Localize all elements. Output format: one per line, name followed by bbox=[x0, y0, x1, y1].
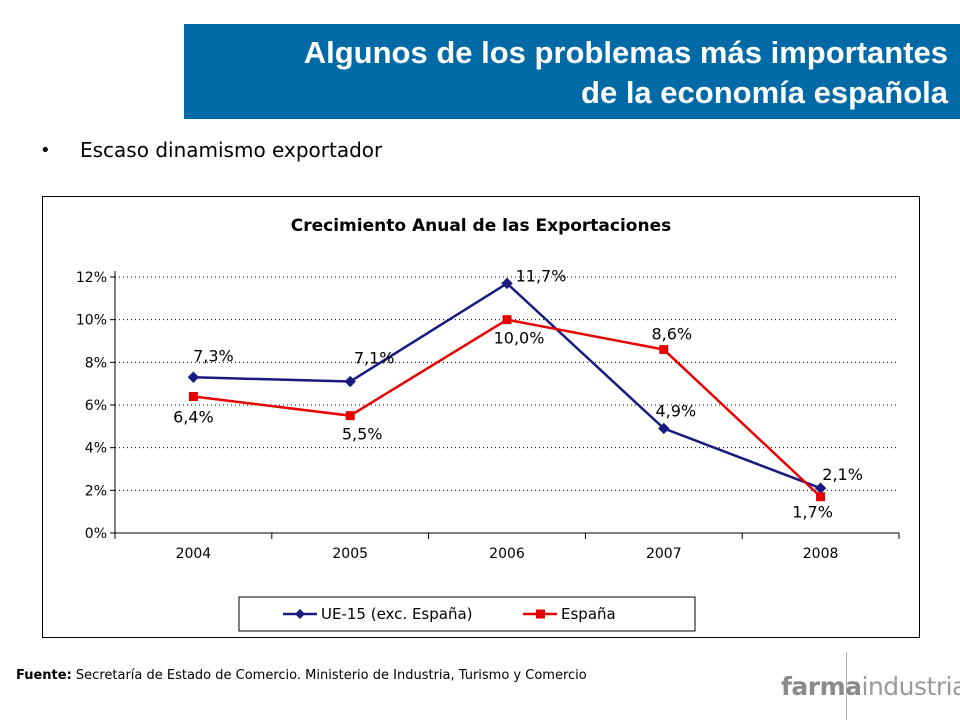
data-label: 6,4% bbox=[173, 407, 214, 426]
y-tick-label: 2% bbox=[85, 483, 107, 499]
logo-bold-text: farma bbox=[781, 672, 862, 701]
data-point-square bbox=[816, 492, 826, 502]
axes: 0% 2% 4% 6% 8% 10% 12% 2004 2005 2006 2007 2008 bbox=[76, 270, 900, 562]
chart-container: Crecimiento Anual de las Exportaciones 0… bbox=[42, 196, 920, 638]
y-tick-label: 0% bbox=[85, 526, 107, 542]
data-point-square bbox=[659, 345, 669, 355]
data-point-square bbox=[345, 411, 355, 421]
y-tick-label: 12% bbox=[76, 270, 107, 286]
page-title-line-1: Algunos de los problemas más importantes bbox=[303, 35, 948, 70]
legend-label: España bbox=[561, 605, 616, 623]
x-tick-label: 2005 bbox=[332, 546, 368, 562]
farmaindustria-logo: farmaindustria bbox=[781, 672, 960, 701]
y-tick-label: 8% bbox=[85, 355, 107, 371]
page-title-line-2: de la economía española bbox=[581, 75, 948, 110]
data-label: 10,0% bbox=[494, 329, 545, 348]
logo-rest-text: industria bbox=[861, 672, 960, 701]
series-layer: 7,3% 7,1% 11,7% 4,9% 2,1% 6,4% 5,5% 10,0% 8,6% 1,… bbox=[173, 266, 863, 521]
x-tick-label: 2007 bbox=[646, 546, 682, 562]
data-point-diamond bbox=[187, 371, 200, 383]
data-point-diamond bbox=[814, 482, 827, 494]
y-tick-label: 6% bbox=[85, 398, 107, 414]
data-label: 1,7% bbox=[792, 503, 833, 522]
data-label: 8,6% bbox=[651, 325, 692, 344]
source-note: Fuente: Secretaría de Estado de Comercio… bbox=[16, 668, 587, 683]
logo-divider bbox=[846, 652, 847, 720]
y-tick-label: 10% bbox=[76, 313, 107, 329]
data-point-diamond bbox=[501, 277, 513, 290]
source-label: Fuente: bbox=[16, 668, 72, 683]
y-tick-label: 4% bbox=[85, 441, 107, 457]
x-tick-label: 2004 bbox=[176, 546, 212, 562]
data-label: 4,9% bbox=[655, 401, 696, 420]
legend-marker-square bbox=[536, 609, 545, 619]
legend-label: UE-15 (exc. España) bbox=[321, 605, 473, 623]
series-line bbox=[193, 281, 822, 490]
legend: UE-15 (exc. España) España bbox=[238, 596, 696, 632]
title-banner: Algunos de los problemas más importantes… bbox=[184, 24, 960, 119]
data-point-square bbox=[502, 315, 512, 325]
data-label: 2,1% bbox=[822, 465, 863, 484]
bullet-point: • Escaso dinamismo exportador bbox=[40, 138, 382, 162]
data-label: 7,1% bbox=[354, 349, 395, 368]
x-tick-label: 2008 bbox=[803, 546, 839, 562]
bullet-dot-icon: • bbox=[40, 139, 51, 161]
data-point-diamond bbox=[344, 375, 356, 388]
data-point-square bbox=[188, 391, 198, 401]
data-label: 7,3% bbox=[193, 346, 234, 365]
data-point-diamond bbox=[658, 422, 670, 435]
legend-marker-diamond bbox=[295, 609, 305, 619]
source-text: Secretaría de Estado de Comercio. Minist… bbox=[71, 668, 587, 683]
chart-title: Crecimiento Anual de las Exportaciones bbox=[291, 216, 671, 236]
x-tick-label: 2006 bbox=[489, 546, 525, 562]
data-label: 5,5% bbox=[342, 425, 383, 444]
line-chart: Crecimiento Anual de las Exportaciones 0… bbox=[76, 216, 900, 632]
data-label: 11,7% bbox=[516, 266, 567, 285]
bullet-text: Escaso dinamismo exportador bbox=[80, 138, 383, 162]
